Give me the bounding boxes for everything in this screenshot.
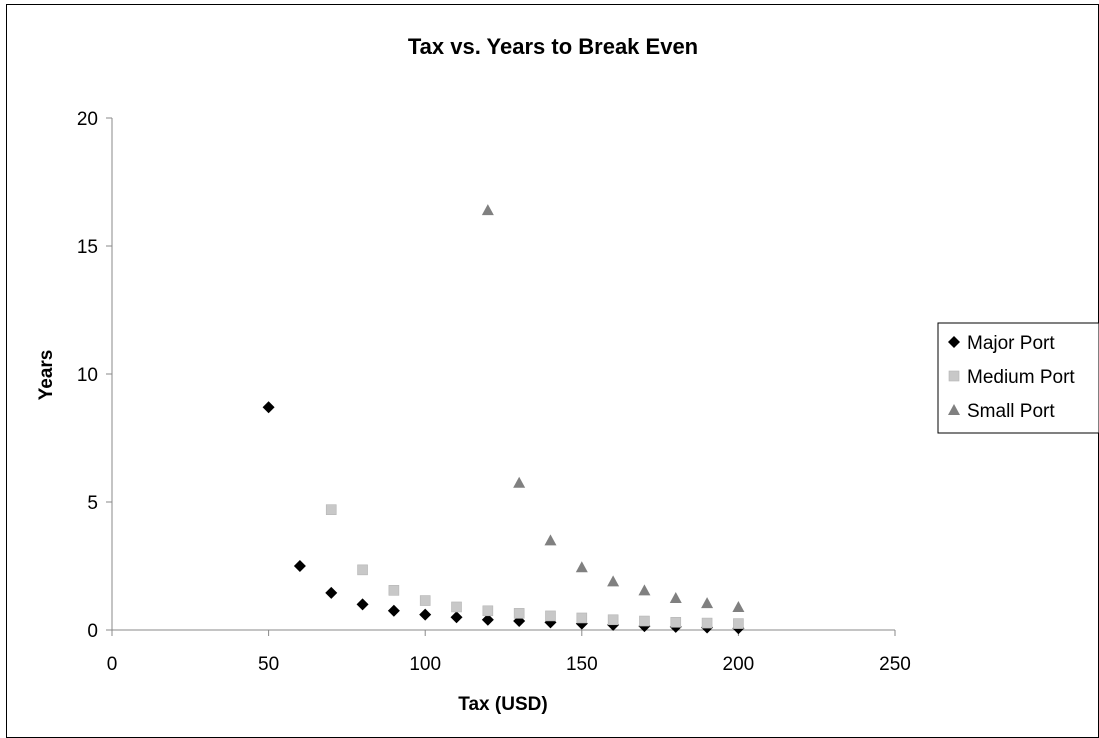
legend: Major Port Medium Port Small Port: [937, 322, 1099, 434]
small-port-point: [481, 204, 494, 216]
y-axis-title: Years: [36, 350, 57, 401]
major-port-point: [419, 608, 432, 621]
medium-port-point: [701, 617, 713, 629]
y-tick-label: 5: [87, 493, 98, 514]
small-port-point: [607, 575, 620, 587]
medium-port-point: [733, 618, 744, 629]
y-tick-label: 0: [87, 621, 98, 642]
legend-marker-medium-port: [948, 370, 960, 382]
small-port-point: [669, 592, 682, 603]
medium-port-point: [670, 617, 682, 628]
small-port-point: [638, 584, 651, 596]
x-tick-label: 50: [258, 654, 279, 675]
small-port-point: [544, 534, 557, 546]
y-tick-label: 10: [77, 365, 98, 386]
major-port-point: [356, 598, 369, 611]
small-port-point: [701, 597, 714, 609]
medium-port-point: [545, 610, 556, 622]
legend-label-medium-port: Medium Port: [967, 367, 1075, 388]
x-tick-label: 0: [107, 654, 118, 675]
small-port-point: [732, 600, 745, 612]
medium-port-point: [419, 595, 431, 606]
x-tick-label: 150: [566, 654, 598, 675]
legend-label-small-port: Small Port: [967, 401, 1055, 422]
medium-port-point: [576, 612, 588, 624]
medium-port-point: [357, 564, 368, 576]
small-port-point: [575, 561, 588, 573]
data-points: [262, 204, 745, 635]
medium-port-point: [388, 585, 400, 596]
major-port-point: [293, 560, 306, 572]
medium-port-point: [482, 605, 494, 617]
major-port-point: [387, 604, 400, 617]
x-tick-label: 250: [879, 654, 911, 675]
y-tick-label: 20: [77, 109, 98, 130]
y-tick-label: 15: [77, 237, 98, 258]
legend-marker-small-port: [948, 404, 960, 415]
x-tick-label: 200: [723, 654, 755, 675]
legend-label-major-port: Major Port: [967, 333, 1055, 354]
chart-title: Tax vs. Years to Break Even: [408, 34, 698, 59]
small-port-point: [513, 476, 526, 488]
legend-marker-major-port: [948, 336, 960, 348]
x-axis-title: Tax (USD): [458, 694, 547, 715]
major-port-point: [262, 401, 275, 414]
medium-port-point: [325, 504, 337, 515]
medium-port-point: [639, 615, 650, 627]
medium-port-point: [451, 601, 462, 613]
medium-port-point: [513, 608, 525, 619]
x-tick-label: 100: [409, 654, 441, 675]
major-port-point: [450, 611, 463, 624]
major-port-point: [325, 586, 338, 599]
medium-port-point: [607, 614, 619, 626]
major-port-point: [481, 613, 494, 626]
legend-box: [937, 322, 1099, 434]
